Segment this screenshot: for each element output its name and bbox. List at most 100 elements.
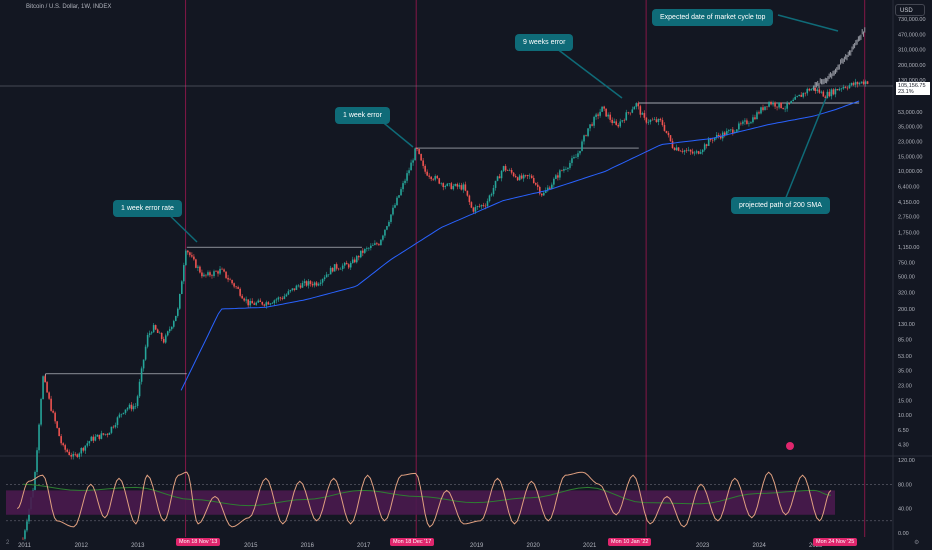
candle-body (52, 410, 54, 413)
candle-body (364, 248, 366, 253)
candle-body (438, 178, 441, 184)
date-tag-2013: Mon 18 Nov '13 (176, 538, 221, 546)
candle-body (148, 333, 151, 335)
candle-body (400, 189, 402, 196)
candle-body (744, 120, 746, 122)
candle-body (627, 112, 630, 113)
candle-body (836, 89, 839, 91)
candle-body (808, 88, 811, 91)
candle-body (508, 170, 511, 171)
candle-body (701, 149, 704, 153)
candle-body (641, 113, 644, 115)
candle-body (709, 138, 712, 140)
candle-body (253, 303, 256, 305)
candle-body (549, 187, 551, 189)
candle-body (297, 285, 300, 287)
candle-body (806, 88, 809, 94)
candle-body (545, 190, 547, 193)
y-tick-label-5: 53,000.00 (898, 110, 922, 116)
candle-body (170, 326, 173, 330)
annotation-pointer-0 (777, 14, 839, 32)
candle-body (569, 162, 571, 168)
candle-body (738, 123, 740, 130)
candle-body (243, 298, 245, 301)
candle-body (866, 81, 869, 84)
candle-body (728, 130, 730, 132)
candle-body (826, 91, 829, 99)
candle-body (404, 180, 406, 184)
candle-body (679, 150, 682, 152)
candle-body (265, 302, 268, 306)
candle-body (516, 177, 519, 181)
candle-body (339, 268, 342, 270)
candle-body (671, 141, 674, 149)
candle-body (179, 293, 181, 309)
annotation-pointer-4 (784, 97, 827, 201)
currency-button[interactable]: USD (895, 4, 925, 16)
candle-body (850, 82, 853, 86)
candle-body (166, 331, 169, 336)
candle-body (756, 112, 758, 120)
candle-body (844, 86, 847, 88)
candle-body (528, 175, 531, 177)
candle-body (790, 101, 792, 104)
y-tick-label-7: 23,000.00 (898, 139, 922, 145)
candle-body (723, 132, 726, 136)
candle-body (36, 450, 38, 472)
candle-body (388, 221, 390, 227)
annotation-one-week: 1 week error (335, 107, 390, 124)
candle-body (663, 124, 666, 131)
candle-body (705, 144, 708, 146)
candle-body (842, 86, 845, 89)
candle-body (321, 279, 324, 283)
y-tick-label-11: 4,150.00 (898, 200, 919, 206)
date-tag-2017: Mon 18 Dec '17 (390, 538, 435, 546)
candle-body (480, 205, 483, 207)
candle-body (623, 120, 626, 121)
candle-body (376, 243, 378, 245)
candle-body (239, 288, 241, 296)
candle-body (583, 135, 585, 142)
candle-body (351, 259, 354, 264)
x-tick-label-6: 2019 (470, 543, 484, 549)
candle-body (40, 399, 42, 425)
candle-body (44, 376, 46, 383)
candle-body (160, 332, 163, 339)
candle-body (353, 259, 356, 263)
candle-body (96, 434, 99, 437)
candle-body (796, 96, 798, 97)
candle-body (189, 252, 191, 256)
candle-body (289, 290, 292, 292)
candle-body (197, 266, 199, 268)
candle-body (593, 116, 595, 126)
candle-body (436, 176, 439, 179)
candle-body (476, 206, 479, 208)
x-tick-label-1: 2012 (75, 543, 89, 549)
candle-body (832, 89, 835, 95)
candle-body (559, 170, 561, 178)
candle-body (347, 264, 350, 268)
candle-body (273, 300, 276, 304)
candle-body (713, 137, 716, 141)
oscillator-band (6, 490, 835, 515)
candle-body (494, 180, 497, 188)
candle-body (862, 81, 865, 85)
candle-body (814, 87, 817, 92)
candle-body (335, 264, 338, 269)
candle-body (249, 300, 251, 306)
candle-body (615, 121, 617, 125)
candle-body (571, 158, 573, 163)
candle-body (820, 91, 823, 93)
candle-body (488, 195, 491, 202)
candle-body (80, 448, 83, 454)
candle-body (424, 165, 426, 172)
settings-icon[interactable]: ⚙ (914, 540, 920, 546)
candle-body (396, 197, 398, 206)
candle-body (762, 107, 764, 111)
candle-body (697, 151, 700, 154)
candle-body (217, 271, 219, 274)
candle-body (62, 443, 64, 446)
candle-body (764, 106, 766, 111)
candle-body (124, 409, 127, 413)
